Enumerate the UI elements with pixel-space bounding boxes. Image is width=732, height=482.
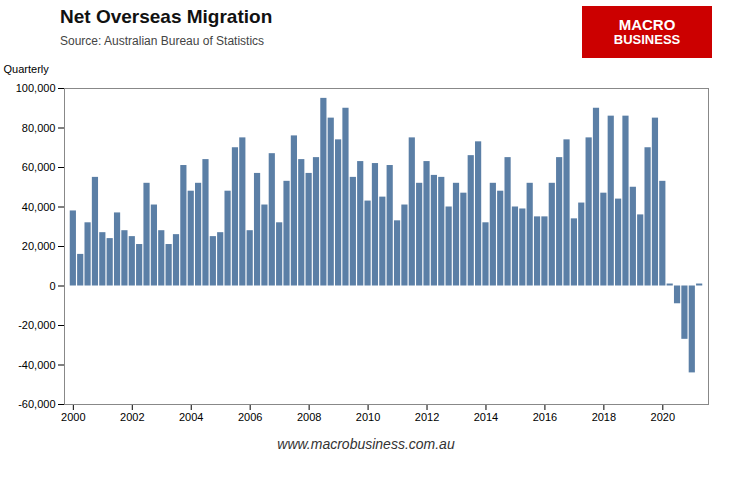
svg-text:80,000: 80,000 [22,122,56,134]
svg-text:100,000: 100,000 [16,82,56,94]
svg-text:20,000: 20,000 [22,240,56,252]
svg-text:Quarterly: Quarterly [4,63,50,75]
svg-text:2002: 2002 [120,411,144,423]
svg-text:0: 0 [49,280,55,292]
svg-text:2016: 2016 [533,411,557,423]
html-text:Source: Australian Bureau of S: Source: Australian Bureau of Statistics [60,34,265,48]
svg-text:2006: 2006 [238,411,262,423]
svg-text:40,000: 40,000 [22,201,56,213]
svg-text:-60,000: -60,000 [18,398,55,410]
svg-text:2020: 2020 [651,411,675,423]
html-text:MACRO: MACRO [618,15,676,33]
svg-text:-40,000: -40,000 [18,359,55,371]
svg-text:2010: 2010 [356,411,380,423]
svg-text:2018: 2018 [592,411,616,423]
html-text:Net Overseas Migration: Net Overseas Migration [60,6,273,27]
svg-text:2004: 2004 [179,411,203,423]
html-text:www.macrobusiness.com.au: www.macrobusiness.com.au [277,436,455,452]
html-text:BUSINESS: BUSINESS [613,32,681,48]
svg-text:2014: 2014 [474,411,498,423]
svg-text:-20,000: -20,000 [18,319,55,331]
svg-text:2000: 2000 [61,411,85,423]
svg-text:2012: 2012 [415,411,439,423]
svg-text:60,000: 60,000 [22,161,56,173]
svg-text:2008: 2008 [297,411,321,423]
